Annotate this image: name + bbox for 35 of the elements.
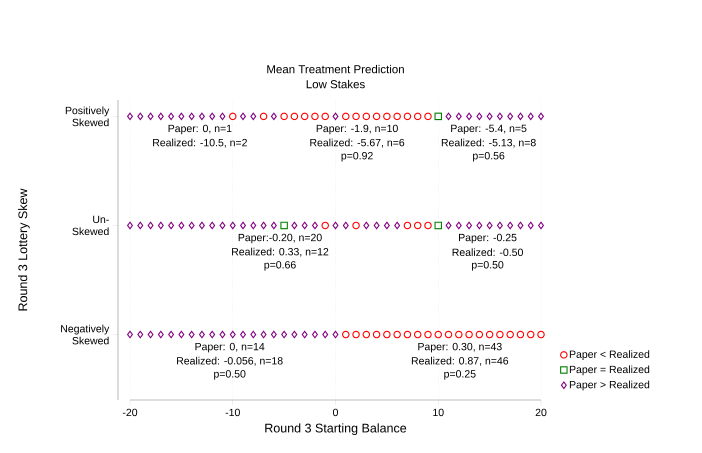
annotation: Paper: -1.9, n=10: [316, 124, 398, 134]
annotation: p=0.66: [264, 261, 296, 271]
annotation: p=0.25: [444, 370, 476, 380]
x-tick-label: 10: [433, 408, 444, 416]
y-tick-label: Negatively Skewed: [61, 324, 110, 344]
annotation: Realized: -10.5, n=2: [153, 138, 247, 148]
annotation: Paper: -5.4, n=5: [451, 124, 526, 134]
y-tick-label: Positively Skewed: [66, 106, 110, 126]
x-tick-label: -20: [122, 408, 138, 416]
x-tick-label: 20: [536, 408, 546, 416]
annotation: p=0.50: [472, 261, 504, 271]
annotation: Paper: 0, n=14: [195, 342, 264, 352]
legend-label: Paper = Realized: [570, 365, 650, 376]
chart-title: Mean Treatment Prediction: [267, 64, 404, 74]
x-tick-label: 0: [332, 408, 338, 416]
legend-label: Paper < Realized: [570, 350, 650, 360]
annotation: Realized: 0.33, n=12: [232, 248, 328, 257]
annotation: Realized: -0.50: [452, 248, 523, 256]
annotation: Paper: 0, n=1: [168, 124, 232, 134]
annotation: p=0.56: [473, 152, 504, 162]
annotation: Realized: -0.056, n=18: [177, 356, 283, 366]
x-axis-title: Round 3 Starting Balance: [265, 423, 406, 435]
annotation: Paper:-0.20, n=20: [238, 234, 322, 244]
y-tick-label: Un-Skewed: [72, 216, 109, 236]
annotation: p=0.50: [214, 370, 246, 380]
annotation: Realized: -5.67, n=6: [310, 138, 404, 148]
legend-label: Paper > Realized: [570, 380, 650, 390]
annotation: Realized: -5.13, n=8: [442, 138, 536, 148]
x-tick-label: -10: [226, 408, 240, 416]
y-axis-title: Round 3 Lottery Skew: [18, 188, 30, 310]
annotation: Paper: -0.25: [459, 234, 516, 244]
annotation: Realized: 0.87, n=46: [412, 356, 508, 366]
annotation: p=0.92: [342, 152, 373, 162]
annotation: Paper: 0.30, n=43: [418, 342, 502, 352]
chart-subtitle: Low Stakes: [306, 80, 365, 88]
